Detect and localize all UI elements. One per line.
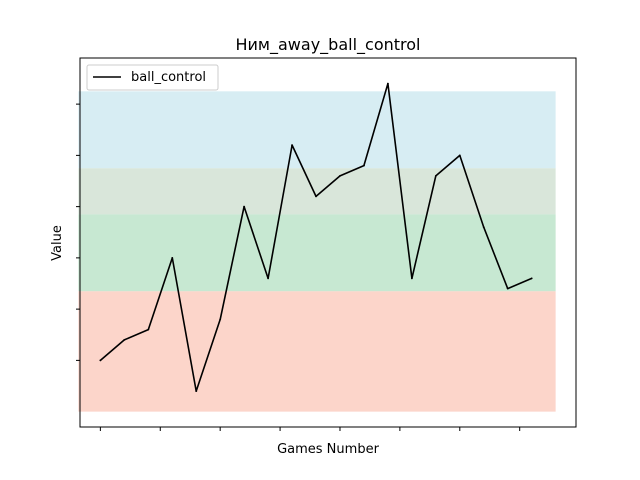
background-band-3 [78,168,556,215]
chart-title: Ним_away_ball_control [236,35,421,55]
data-point [123,338,126,341]
data-point [458,154,461,157]
data-point [291,144,293,147]
data-point [267,277,269,280]
plot-frame [79,57,577,428]
data-point [363,164,365,167]
data-point [506,287,509,290]
data-point [482,226,485,229]
background-bands [78,91,556,412]
data-point [339,174,341,177]
legend-box [86,64,219,91]
data-point [315,195,317,198]
axis-ticks [76,103,521,431]
background-band-4 [78,91,556,169]
data-point [434,174,437,177]
data-point [410,277,413,280]
data-point [219,318,222,321]
background-band-2 [78,214,556,292]
x-axis-label: Games Number [277,442,379,457]
legend: ball_control [86,64,219,91]
background-band-1 [78,291,556,412]
data-point [147,328,150,331]
data-point [387,82,389,85]
data-point [530,277,533,280]
data-point [99,359,102,362]
data-point [171,256,174,259]
legend-label-ball-control: ball_control [131,70,206,85]
y-axis-label: Value [50,225,65,261]
data-point [243,205,246,208]
series-layer [99,82,533,393]
data-point [195,390,198,393]
